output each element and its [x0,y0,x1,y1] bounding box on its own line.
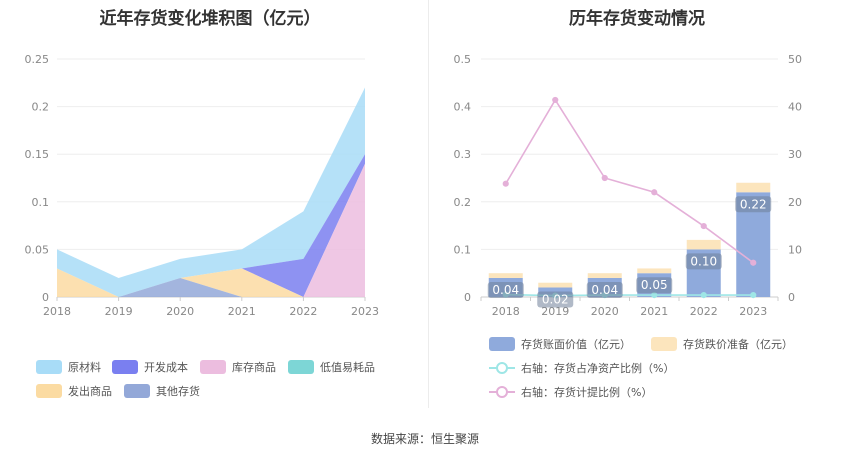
right-y2-tick-label: 20 [788,196,802,209]
provision-bar [587,273,622,278]
bar-value-badge [586,281,623,298]
right-x-tick-label: 2018 [492,305,520,318]
provision-ratio-point [750,259,757,266]
bar-value-label: 0.04 [591,283,618,297]
legend-label: 右轴：存货计提比例（%） [521,386,653,399]
provision-bar [736,182,771,193]
bar-value-label: 0.22 [740,197,767,211]
right-legend-item[interactable]: 存货账面价值（亿元） [489,336,631,352]
legend-label: 右轴：存货占净资产比例（%） [521,362,675,375]
legend-label: 低值易耗品 [320,361,375,374]
right-chart-title: 历年存货变动情况 [569,9,705,29]
bar-value-label: 0.02 [542,292,569,306]
left-x-tick-label: 2022 [289,305,317,318]
left-y-tick-label: 0.15 [25,148,50,161]
left-x-tick-label: 2020 [166,305,194,318]
right-x-tick-label: 2019 [541,305,569,318]
ratio-to-net-assets-point [651,291,658,299]
left-y-tick-label: 0.05 [25,243,50,256]
left-legend-item[interactable]: 低值易耗品 [288,359,375,375]
bar-value-badge [537,291,574,308]
legend-label: 存货跌价准备（亿元） [683,338,793,351]
legend-label: 发出商品 [68,385,112,398]
provision-bar [538,282,573,288]
legend-swatch [36,360,62,374]
left-x-tick-label: 2021 [228,305,256,318]
legend-swatch [200,360,226,374]
right-x-tick-label: 2020 [591,305,619,318]
provision-ratio-point [552,96,559,104]
right-y-tick-label: 0.2 [454,196,472,209]
left-legend-item[interactable]: 库存商品 [200,359,276,375]
right-y2-tick-label: 10 [788,243,802,256]
right-legend-item[interactable]: 存货跌价准备（亿元） [651,336,793,352]
legend-label: 开发成本 [144,361,188,374]
left-legend-item[interactable]: 开发成本 [112,359,188,375]
provision-ratio-point [502,180,509,187]
legend-label: 原材料 [68,361,101,374]
legend-swatch [489,361,515,375]
left-y-tick-label: 0.25 [25,53,50,66]
left-y-tick-label: 0.2 [32,101,50,114]
bar-value-badge [685,253,722,270]
panel-divider [428,0,429,408]
ratio-to-net-assets-point [750,291,757,299]
provision-bar [686,239,721,250]
bar-value-label: 0.10 [690,254,717,268]
right-y-tick-label: 0.4 [454,101,472,114]
right-y2-tick-label: 50 [788,53,802,66]
legend-label: 存货账面价值（亿元） [521,338,631,351]
provision-bar [637,268,672,274]
left-chart-title: 近年存货变化堆积图（亿元） [99,9,321,29]
right-y-tick-label: 0.5 [454,53,472,66]
bar-value-badge [487,281,524,298]
left-legend-item[interactable]: 发出商品 [36,383,112,399]
right-bar-line-chart: 0 0 0.1 10 0.2 20 0.3 30 0.4 40 0.5 50 2018 2019 2020 2… [454,53,803,318]
left-legend-item[interactable]: 原材料 [36,359,101,375]
left-y-tick-label: 0 [42,291,49,304]
provision-ratio-point [601,174,608,182]
legend-swatch [288,360,314,374]
area-4 [57,268,365,297]
ratio-to-net-assets-point [700,291,707,299]
left-y-tick-label: 0.1 [32,196,50,209]
area-5 [57,277,365,297]
left-x-tick-label: 2019 [105,305,133,318]
right-y-tick-label: 0 [464,291,471,304]
left-x-tick-label: 2018 [43,305,71,318]
right-x-tick-label: 2022 [690,305,718,318]
provision-ratio-point [700,222,707,230]
right-x-tick-label: 2021 [640,305,668,318]
data-source-note: 数据来源：恒生聚源 [370,432,479,446]
legend-swatch [112,360,138,374]
area-2 [57,163,365,297]
right-legend-item[interactable]: 右轴：存货计提比例（%） [489,384,652,400]
legend-swatch [489,385,515,399]
legend-swatch [36,384,62,398]
bar-value-label: 0.05 [641,278,668,292]
provision-ratio-point [651,189,658,196]
legend-swatch [124,384,150,398]
legend-swatch [489,337,515,351]
right-legend-item[interactable]: 右轴：存货占净资产比例（%） [489,360,674,376]
provision-bar [488,273,523,278]
right-y-tick-label: 0.3 [454,148,472,161]
legend-label: 其他存货 [156,385,200,398]
right-y-tick-label: 0.1 [454,243,472,256]
right-y2-tick-label: 40 [788,101,802,114]
left-legend-item[interactable]: 其他存货 [124,383,200,399]
right-y2-tick-label: 0 [788,291,795,304]
right-x-tick-label: 2023 [739,305,767,318]
bar-value-badge [636,277,673,294]
legend-label: 库存商品 [232,361,276,374]
left-stacked-area-chart: 0 0.05 0.1 0.15 0.2 0.25 2018 2019 2020 2021 2022 2… [25,53,380,318]
right-y2-tick-label: 30 [788,148,802,161]
bar-value-label: 0.04 [492,283,519,297]
provision-ratio-line [505,98,754,264]
area-0 [57,87,365,297]
left-x-tick-label: 2023 [351,305,379,318]
bar-value-badge [735,196,772,213]
legend-swatch [651,337,677,351]
